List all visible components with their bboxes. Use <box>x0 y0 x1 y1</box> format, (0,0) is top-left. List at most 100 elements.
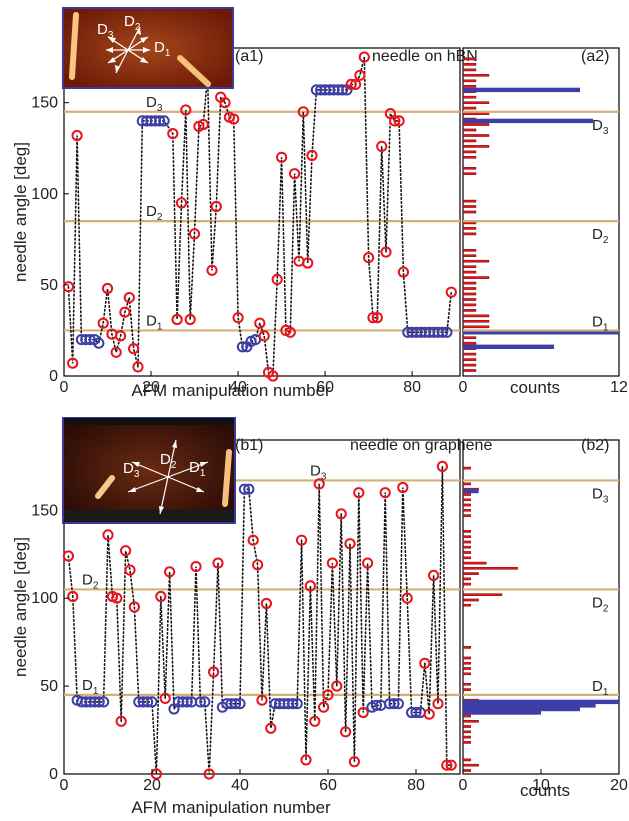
ref-lines-b2 <box>463 479 619 696</box>
data-point-a1-9 <box>101 282 114 295</box>
data-point-b1-66 <box>353 487 365 499</box>
series-line-a1 <box>67 56 453 378</box>
hist-bar-red-b2-28 <box>462 545 472 549</box>
ref-label-b2-1: D2 <box>592 594 609 614</box>
data-point-a1-1 <box>67 357 79 369</box>
hist-bar-red-a2-35 <box>462 134 490 137</box>
data-point-b1-58 <box>318 701 330 713</box>
xtick-label-b1-2: 40 <box>231 777 249 794</box>
data-point-b1-13 <box>120 545 132 557</box>
data-point-b1-19 <box>146 696 158 708</box>
ylabel-a1: needle angle [deg] <box>11 142 30 282</box>
hist-bar-red-a2-32 <box>462 150 477 154</box>
data-point-a1-28 <box>188 228 201 240</box>
hist-bar-red-b2-31 <box>462 530 472 533</box>
hist-bar-red-b2-33 <box>462 509 472 512</box>
hist-bar-blue-b2-2 <box>463 703 596 708</box>
data-point-a1-27 <box>184 313 196 326</box>
ylabel-b1: needle angle [deg] <box>11 537 30 677</box>
data-point-b1-7 <box>93 696 105 708</box>
points-b1 <box>62 460 457 780</box>
data-point-b1-59 <box>322 689 334 701</box>
hist-bar-red-a2-24 <box>462 227 477 230</box>
ref-lines-a2 <box>463 110 619 332</box>
data-point-a1-54 <box>302 257 314 269</box>
ref-label-a1-0: D1 <box>146 312 163 332</box>
xlabel-a1: AFM manipulation number <box>131 381 331 400</box>
hist-bar-red-b2-25 <box>462 561 487 565</box>
hist-bar-blue-a2-3 <box>463 87 580 93</box>
data-point-a1-33 <box>210 200 222 213</box>
data-point-b1-27 <box>181 696 193 708</box>
hist-bar-red-a2-46 <box>462 73 490 77</box>
hist-bar-red-a2-31 <box>462 155 477 159</box>
ref-label-a1-2: D3 <box>146 94 163 114</box>
panel-b2: 0 10 20 D1 D2 D3 (b2) counts <box>459 437 628 800</box>
hist-bar-red-b2-15 <box>462 662 472 665</box>
ref-label-b1-0: D1 <box>82 677 99 697</box>
data-point-a1-65 <box>350 78 362 91</box>
data-point-a1-76 <box>397 266 409 278</box>
data-point-b1-52 <box>291 698 303 710</box>
hist-bar-red-a2-12 <box>462 303 477 307</box>
ref-label-a2-2: D3 <box>592 117 609 137</box>
hist-bar-red-a2-16 <box>462 281 477 285</box>
points-a1 <box>62 51 457 382</box>
data-point-b1-44 <box>256 694 268 706</box>
hist-bar-red-b2-23 <box>462 572 479 575</box>
hist-bar-red-a2-18 <box>462 270 477 274</box>
reflabels-a1: D1 D2 D3 <box>146 94 163 333</box>
xtick-label-b1-3: 60 <box>319 777 337 794</box>
data-point-a1-55 <box>306 149 318 162</box>
xtick-label-b1-1: 20 <box>143 777 161 794</box>
data-point-b1-76 <box>397 481 409 494</box>
data-point-b1-65 <box>348 756 360 768</box>
data-point-b1-11 <box>111 592 123 604</box>
data-point-a1-70 <box>371 312 383 324</box>
data-point-a1-11 <box>110 346 122 358</box>
xtick-label-b2-2: 20 <box>610 777 628 794</box>
data-point-a1-23 <box>167 128 179 140</box>
xtick-label-a2-1: 12 <box>610 379 628 396</box>
inset-label-d3: D3 <box>123 460 140 480</box>
data-point-a1-26 <box>180 104 192 116</box>
ref-label-b2-2: D3 <box>592 485 609 505</box>
xlabel-a2: counts <box>510 378 560 397</box>
ytick-label-b1-3: 150 <box>31 502 58 519</box>
data-point-a1-47 <box>271 273 283 285</box>
yticks-b1: 0 50 100 150 <box>31 502 69 783</box>
data-point-b1-67 <box>357 706 369 719</box>
data-point-b1-82 <box>423 708 435 720</box>
reflabels-b2: D1 D2 D3 <box>592 485 609 697</box>
hist-bar-red-b2-2 <box>462 758 472 762</box>
data-point-b1-18 <box>142 696 154 708</box>
data-point-b1-15 <box>128 601 140 613</box>
hist-bar-red-b2-6 <box>462 725 472 728</box>
hist-bar-red-b2-0 <box>462 769 472 772</box>
hist-bar-red-a2-13 <box>462 298 477 301</box>
hist-bar-red-a2-23 <box>462 232 477 236</box>
panel-label-a1: (a1) <box>235 48 263 65</box>
hist-bar-red-a2-28 <box>462 199 477 203</box>
data-point-a1-16 <box>132 361 144 373</box>
xtick-label-b2-1: 10 <box>532 777 550 794</box>
hist-bar-red-a2-1 <box>462 363 477 367</box>
bars-b2 <box>462 466 619 772</box>
data-point-a1-35 <box>219 97 231 109</box>
data-point-a1-44 <box>258 330 270 342</box>
hist-bar-red-a2-42 <box>462 95 477 99</box>
hist-bar-red-a2-33 <box>462 145 490 148</box>
hist-bar-red-a2-40 <box>462 106 477 110</box>
hist-bar-red-b2-5 <box>462 730 472 734</box>
data-point-a1-37 <box>228 113 240 125</box>
data-point-b1-29 <box>190 561 202 573</box>
hist-bar-red-b2-12 <box>462 683 472 686</box>
series-line-b1 <box>67 466 452 775</box>
data-point-a1-15 <box>128 343 140 355</box>
data-point-a1-8 <box>97 317 109 329</box>
hist-bar-red-b2-32 <box>462 514 472 517</box>
data-point-b1-41 <box>243 483 255 495</box>
xtick-label-a2-0: 0 <box>459 379 468 396</box>
data-point-b1-51 <box>287 698 299 710</box>
data-point-a1-75 <box>393 115 405 127</box>
